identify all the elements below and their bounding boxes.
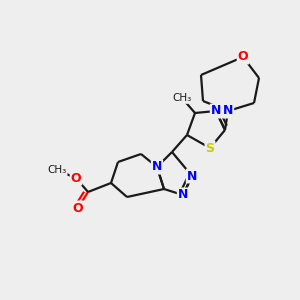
Text: N: N <box>152 160 162 173</box>
Text: N: N <box>223 104 233 118</box>
Text: O: O <box>71 172 81 184</box>
Text: S: S <box>206 142 214 154</box>
Text: CH₃: CH₃ <box>172 93 192 103</box>
Text: O: O <box>73 202 83 214</box>
Text: N: N <box>211 104 221 118</box>
Text: N: N <box>178 188 188 202</box>
Text: N: N <box>187 169 197 182</box>
Text: CH₃: CH₃ <box>47 165 67 175</box>
Text: O: O <box>238 50 248 64</box>
